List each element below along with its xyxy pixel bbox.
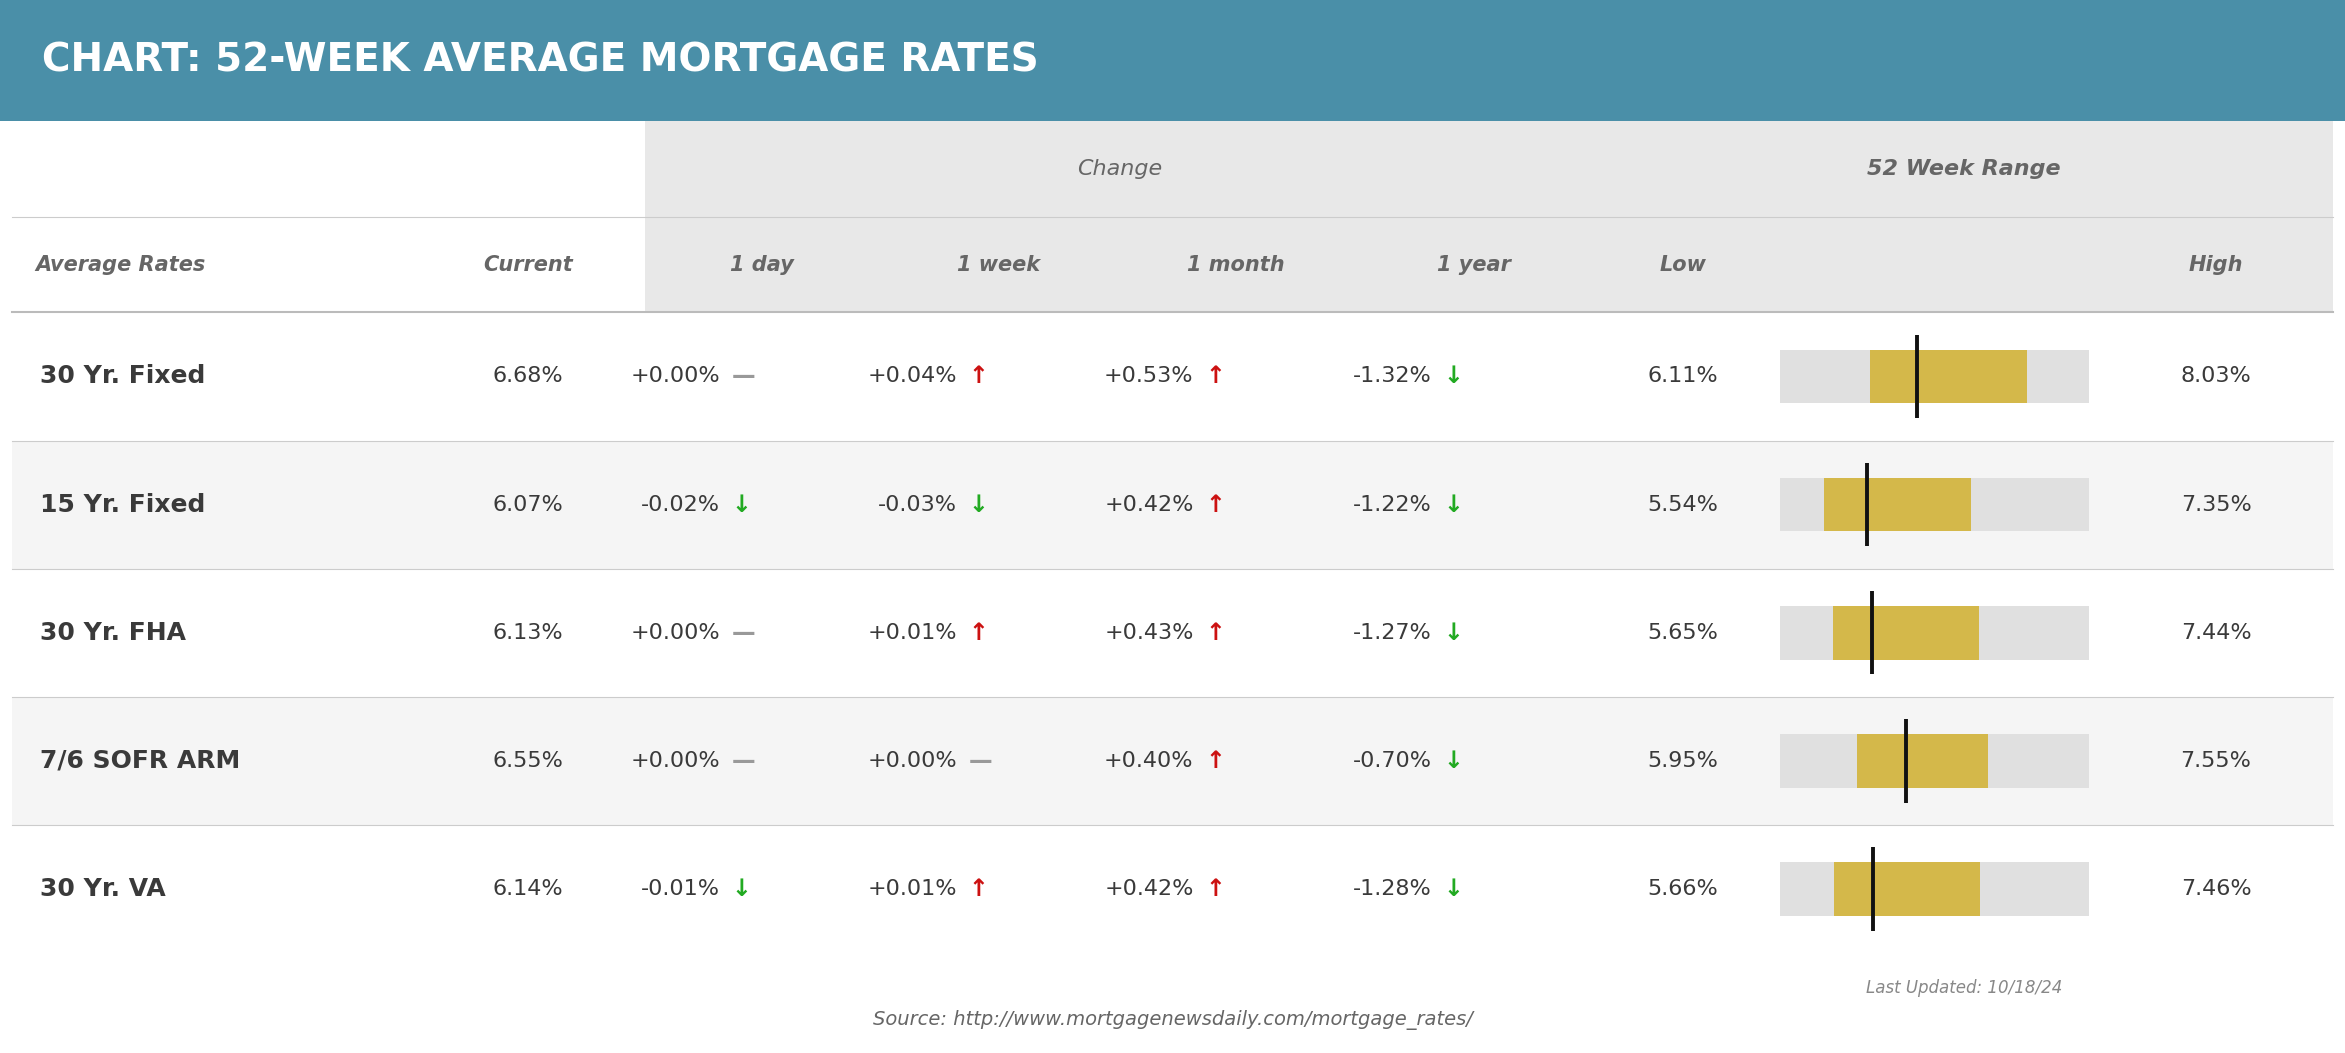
Bar [1871, 350, 2026, 403]
Text: ↓: ↓ [1445, 620, 1463, 644]
Text: 5.95%: 5.95% [1646, 751, 1719, 771]
Text: Source: http://www.mortgagenewsdaily.com/mortgage_rates/: Source: http://www.mortgagenewsdaily.com… [872, 1010, 1473, 1030]
Text: ↓: ↓ [1445, 877, 1463, 901]
Text: -0.02%: -0.02% [640, 495, 720, 515]
Text: +0.00%: +0.00% [631, 751, 720, 771]
Text: 6.11%: 6.11% [1646, 366, 1719, 386]
Text: 5.66%: 5.66% [1646, 879, 1719, 899]
Text: -1.22%: -1.22% [1353, 495, 1430, 515]
Text: ↑: ↑ [1205, 620, 1224, 644]
Text: 1 day: 1 day [729, 255, 795, 275]
Text: +0.01%: +0.01% [868, 622, 957, 642]
Text: +0.43%: +0.43% [1104, 622, 1194, 642]
Text: 7.55%: 7.55% [2181, 751, 2251, 771]
Text: 6.13%: 6.13% [492, 622, 563, 642]
Text: -1.27%: -1.27% [1353, 622, 1430, 642]
Text: -0.70%: -0.70% [1353, 751, 1430, 771]
Text: ↑: ↑ [1205, 364, 1224, 389]
Text: CHART: 52-WEEK AVERAGE MORTGAGE RATES: CHART: 52-WEEK AVERAGE MORTGAGE RATES [42, 41, 1039, 80]
Text: ↓: ↓ [1445, 493, 1463, 517]
Text: —: — [732, 364, 755, 389]
Bar [12, 569, 2333, 697]
Text: 7/6 SOFR ARM: 7/6 SOFR ARM [40, 749, 239, 773]
Bar [1824, 478, 1972, 532]
Text: High: High [2188, 255, 2244, 275]
Text: ↑: ↑ [1205, 877, 1224, 901]
Text: ↓: ↓ [732, 877, 750, 901]
Text: 1 year: 1 year [1437, 255, 1510, 275]
Text: 8.03%: 8.03% [2181, 366, 2251, 386]
Text: ↓: ↓ [1445, 364, 1463, 389]
Text: 7.35%: 7.35% [2181, 495, 2251, 515]
Bar [1857, 734, 1989, 788]
Text: 6.68%: 6.68% [492, 366, 563, 386]
Text: Last Updated: 10/18/24: Last Updated: 10/18/24 [1867, 979, 2061, 997]
Text: ↑: ↑ [968, 364, 987, 389]
Bar [1780, 605, 2089, 659]
Text: +0.01%: +0.01% [868, 879, 957, 899]
Text: —: — [732, 749, 755, 773]
Text: ↑: ↑ [968, 877, 987, 901]
Text: +0.00%: +0.00% [631, 622, 720, 642]
Text: ↑: ↑ [968, 620, 987, 644]
Text: ↓: ↓ [732, 493, 750, 517]
Bar [12, 313, 2333, 440]
Text: +0.42%: +0.42% [1104, 879, 1194, 899]
Text: Change: Change [1076, 159, 1163, 179]
Text: 30 Yr. VA: 30 Yr. VA [40, 877, 166, 901]
Text: —: — [968, 749, 992, 773]
Text: +0.53%: +0.53% [1104, 366, 1194, 386]
Text: 7.44%: 7.44% [2181, 622, 2251, 642]
Bar [1834, 862, 1979, 916]
Text: 6.55%: 6.55% [492, 751, 563, 771]
Text: -0.01%: -0.01% [640, 879, 720, 899]
Text: +0.00%: +0.00% [631, 366, 720, 386]
Text: 6.14%: 6.14% [492, 879, 563, 899]
Text: 15 Yr. Fixed: 15 Yr. Fixed [40, 493, 206, 517]
Bar [645, 121, 2333, 217]
Text: -1.28%: -1.28% [1353, 879, 1430, 899]
Text: 52 Week Range: 52 Week Range [1867, 159, 2061, 179]
Text: 7.46%: 7.46% [2181, 879, 2251, 899]
Bar [645, 217, 2333, 313]
Text: ↑: ↑ [1205, 493, 1224, 517]
Bar [1834, 605, 1979, 659]
Text: —: — [732, 620, 755, 644]
Bar [12, 824, 2333, 953]
Text: +0.00%: +0.00% [868, 751, 957, 771]
Bar [12, 697, 2333, 824]
Text: 6.07%: 6.07% [492, 495, 563, 515]
Text: 5.54%: 5.54% [1646, 495, 1719, 515]
Bar [1780, 350, 2089, 403]
Text: +0.04%: +0.04% [868, 366, 957, 386]
Text: ↑: ↑ [1205, 749, 1224, 773]
Bar [1780, 478, 2089, 532]
Text: Average Rates: Average Rates [35, 255, 206, 275]
Text: -0.03%: -0.03% [877, 495, 957, 515]
Text: ↓: ↓ [1445, 749, 1463, 773]
Text: 5.65%: 5.65% [1646, 622, 1719, 642]
Text: ↓: ↓ [968, 493, 987, 517]
Text: 1 month: 1 month [1187, 255, 1285, 275]
Text: +0.42%: +0.42% [1104, 495, 1194, 515]
Bar [1780, 862, 2089, 916]
Bar [0, 0, 2345, 121]
Text: Current: Current [483, 255, 572, 275]
Text: -1.32%: -1.32% [1353, 366, 1430, 386]
Text: +0.40%: +0.40% [1104, 751, 1194, 771]
Bar [1780, 734, 2089, 788]
Text: 30 Yr. Fixed: 30 Yr. Fixed [40, 364, 206, 389]
Text: Low: Low [1660, 255, 1705, 275]
Bar [12, 440, 2333, 569]
Text: 1 week: 1 week [957, 255, 1041, 275]
Text: 30 Yr. FHA: 30 Yr. FHA [40, 620, 185, 644]
